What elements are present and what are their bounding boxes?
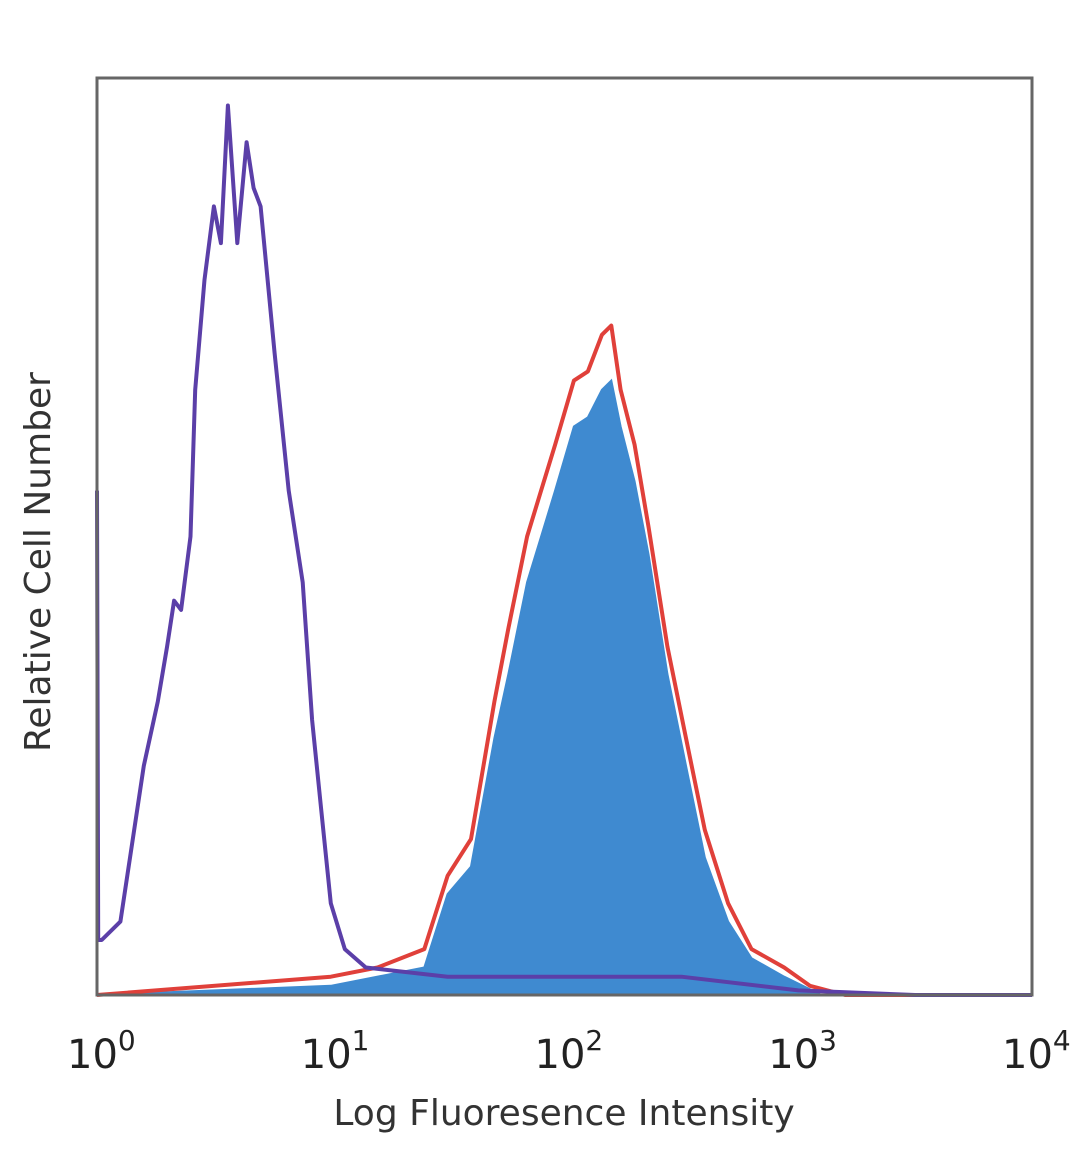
series-stained-blue-fill [96, 378, 1032, 996]
series-isotype-control [95, 103, 1032, 997]
x-tick-base: 10 [768, 1032, 819, 1078]
x-axis-label: Log Fluoresence Intensity [333, 1093, 794, 1134]
series-layer [95, 103, 1032, 997]
x-tick-label: 103 [768, 1024, 837, 1078]
x-tick-label: 100 [67, 1024, 136, 1078]
plot-frame [95, 76, 1034, 997]
y-axis-label: Relative Cell Number [18, 372, 59, 752]
x-tick-exponent: 4 [1053, 1024, 1071, 1057]
x-tick-exponent: 0 [118, 1024, 136, 1057]
x-tick-exponent: 3 [819, 1024, 837, 1057]
x-tick-label: 101 [301, 1024, 370, 1078]
series-stained-red [96, 323, 1032, 997]
x-tick-base: 10 [1002, 1032, 1053, 1078]
x-tick-exponent: 1 [352, 1024, 370, 1057]
x-tick-label: 102 [535, 1024, 604, 1078]
x-tick-base: 10 [301, 1032, 352, 1078]
x-tick-label: 104 [1002, 1024, 1071, 1078]
x-tick-base: 10 [535, 1032, 586, 1078]
x-tick-base: 10 [67, 1032, 118, 1078]
x-tick-exponent: 2 [585, 1024, 603, 1057]
x-tick-labels: 100 101 102 103 104 [67, 1024, 1071, 1078]
